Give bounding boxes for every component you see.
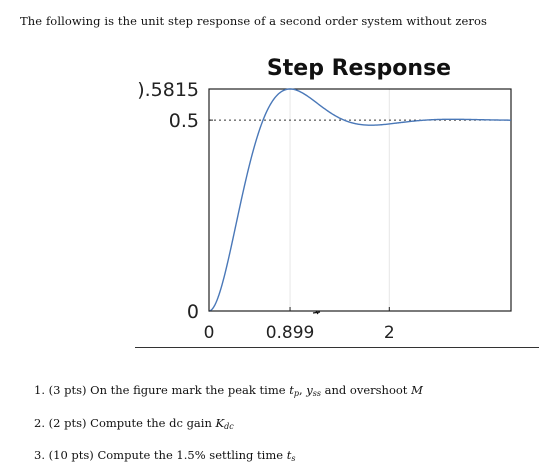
question-list: 1. (3 pts) On the figure mark the peak t… <box>34 376 423 474</box>
question-2: 2. (2 pts) Compute the dc gain Kdc <box>34 415 234 431</box>
question-1: 1. (3 pts) On the figure mark the peak t… <box>34 383 423 398</box>
x-tick-label: 0 <box>204 323 215 343</box>
step-response-line <box>208 88 512 312</box>
x-tick-label: 2 <box>384 323 395 343</box>
question-3: 3. (10 pts) Compute the 1.5% settling ti… <box>34 448 296 463</box>
chart-title: Step Response <box>267 56 451 81</box>
y-tick-label: 0 <box>187 301 199 323</box>
intro-text: The following is the unit step response … <box>20 14 488 28</box>
step-response-figure: Step Response 0 0.899 2 0 0.5 ).5815 <box>137 56 512 343</box>
step-response-chart: Step Response 0 0.899 2 0 0.5 ).5815 <box>137 56 512 343</box>
plot-frame <box>208 88 512 312</box>
pen-mark <box>312 310 321 315</box>
x-tick-label: 0.899 <box>266 323 315 343</box>
y-tick-label: ).5815 <box>137 79 199 101</box>
y-tick-label: 0.5 <box>169 110 199 132</box>
divider-line <box>135 347 539 348</box>
